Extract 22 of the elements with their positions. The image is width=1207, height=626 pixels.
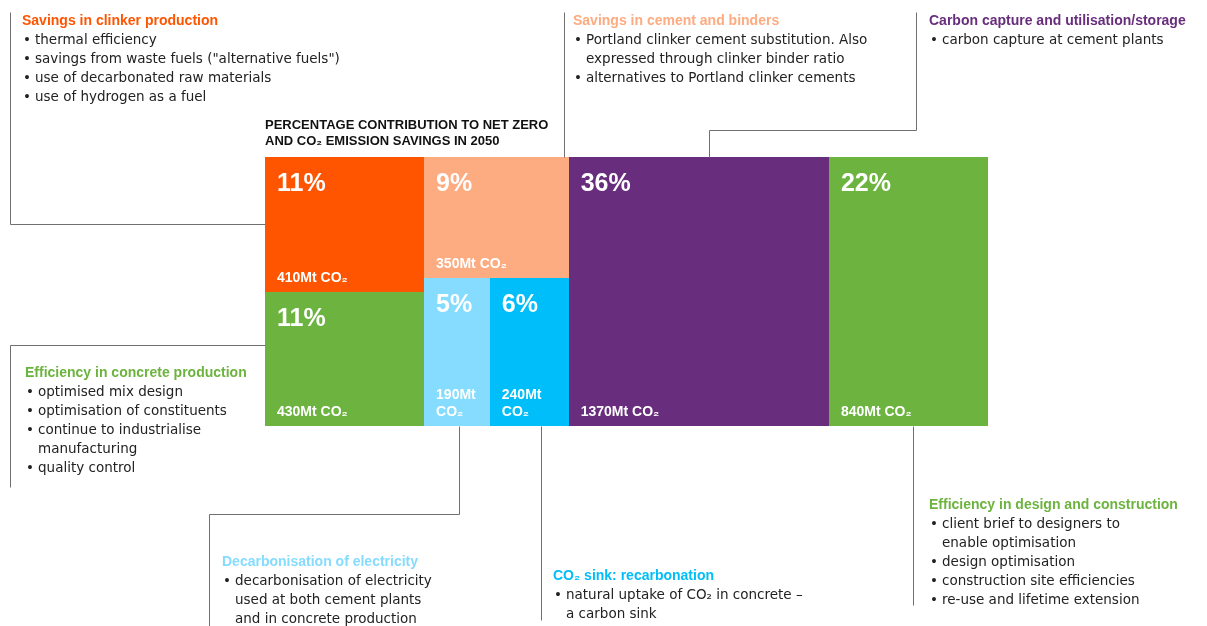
text: Savings in cement and binders • Portland clinker cement substitution. Also expressed through clinker binder ratio • alternatives to Portland clinker cements	[573, 11, 869, 87]
text: 240Mt CO₂	[501, 386, 542, 419]
data-label: 9%	[436, 168, 473, 196]
text: Decarbonisation of electricity • decarbonisation of electricity used at both cement plants and in concrete production	[222, 552, 433, 626]
text: 430Mt CO₂	[277, 403, 348, 419]
text: Savings in clinker production • thermal efficiency • savings from waste fuels ("alternative fuels") • use of decarbonated raw materials • use of hydrogen as a fuel	[22, 12, 340, 104]
text: Efficiency in design and construction • client brief to designers to enable optimisation • design optimisation • construction site efficiencies • re-use and lifetime extension	[929, 496, 1178, 607]
data-label: 22%	[840, 168, 891, 196]
text: PERCENTAGE CONTRIBUTION TO NET ZERO AND CO₂ EMISSION SAVINGS IN 2050	[265, 117, 550, 149]
text: CO₂ sink: recarbonation • natural uptake of CO₂ in concrete – a carbon sink	[553, 566, 804, 621]
data-label: 11%	[277, 168, 326, 196]
data-label: 11%	[277, 302, 326, 331]
data-label: 5%	[436, 289, 473, 318]
data-label: 36%	[580, 168, 631, 196]
text: Efficiency in concrete production • optimised mix design • optimisation of constituents • continue to industrialise manufacturing • quality control	[25, 364, 247, 475]
text: Carbon capture and utilisation/storage • carbon capture at cement plants	[929, 11, 1187, 49]
text: 410Mt CO₂	[277, 268, 348, 285]
text: 1370Mt CO₂	[580, 403, 660, 419]
data-label: 6%	[501, 289, 538, 318]
text: 350Mt CO₂	[436, 255, 507, 272]
text: 190Mt CO₂	[436, 386, 477, 419]
text: 840Mt CO₂	[840, 403, 912, 419]
